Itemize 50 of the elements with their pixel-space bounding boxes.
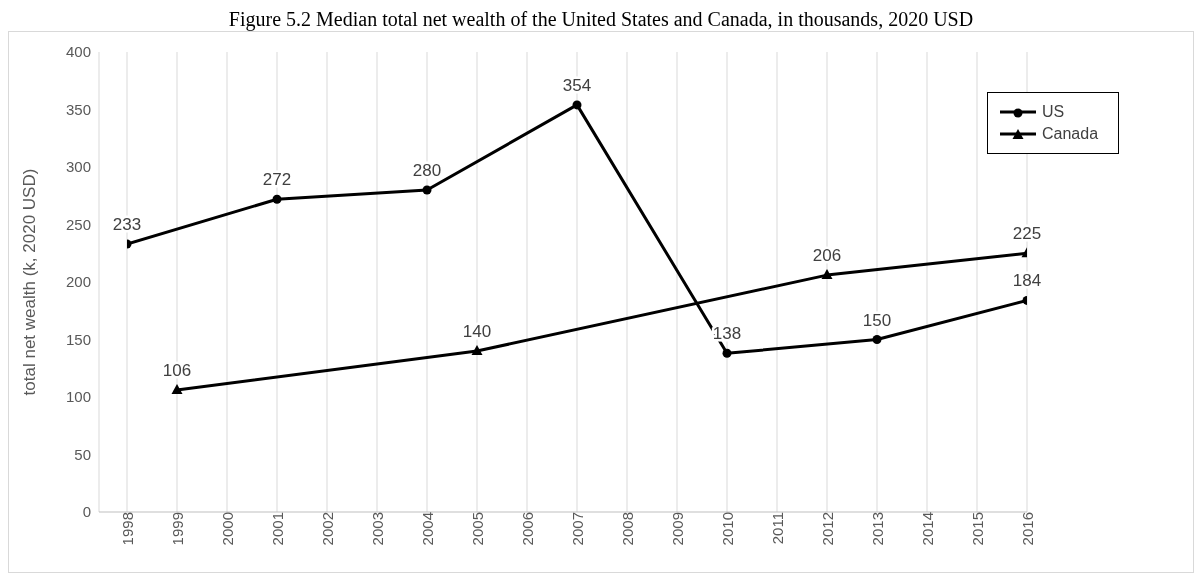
data-label: 140 xyxy=(462,322,492,341)
point xyxy=(471,345,483,355)
legend-label: US xyxy=(1042,103,1065,121)
point xyxy=(821,269,833,280)
y-tick-label: 100 xyxy=(65,388,91,406)
point xyxy=(422,185,432,195)
point xyxy=(872,335,882,344)
y-tick-label: 250 xyxy=(65,215,91,233)
point xyxy=(722,348,732,358)
x-tick-label: 2004 xyxy=(418,512,436,546)
x-tick-label: 2016 xyxy=(1018,512,1036,546)
x-tick-label: 2008 xyxy=(618,512,636,546)
data-label: 225 xyxy=(1012,224,1042,244)
x-tick-label: 2011 xyxy=(768,512,786,545)
x-tick-label: 2005 xyxy=(468,512,486,546)
chart-title: Figure 5.2 Median total net wealth of the United States and Canada, in thousands, 2020 USD xyxy=(227,8,975,31)
y-tick-label: 350 xyxy=(65,100,91,118)
x-tick-label: 2015 xyxy=(968,512,986,546)
x-tick-label: 2002 xyxy=(318,512,336,546)
x-tick-label: 2013 xyxy=(868,512,886,546)
data-label: 354 xyxy=(562,75,592,95)
legend-label: Canada xyxy=(1042,125,1099,143)
data-label: 272 xyxy=(262,170,292,190)
y-tick-label: 0 xyxy=(82,503,91,521)
point xyxy=(572,100,582,110)
data-label: 106 xyxy=(162,361,192,381)
x-tick-label: 2001 xyxy=(268,512,286,546)
x-tick-label: 2000 xyxy=(218,512,236,546)
y-tick-label: 200 xyxy=(65,273,91,291)
x-tick-label: 1998 xyxy=(118,512,136,546)
point xyxy=(171,384,183,395)
data-label: 233 xyxy=(112,215,142,235)
x-tick-label: 2006 xyxy=(518,512,536,546)
y-tick-label: 50 xyxy=(74,445,91,463)
y-tick-label: 150 xyxy=(65,330,91,348)
point xyxy=(272,194,282,204)
data-label: 206 xyxy=(812,246,842,266)
data-label: 150 xyxy=(862,310,892,330)
x-tick-label: 2012 xyxy=(818,512,836,546)
x-tick-label: 2007 xyxy=(568,512,586,546)
data-label: 280 xyxy=(412,161,442,180)
y-axis-title: total net wealth (k, 2020 USD) xyxy=(20,168,40,396)
x-tick-label: 2009 xyxy=(668,512,686,546)
x-tick-label: 2014 xyxy=(918,512,936,546)
x-tick-label: 2003 xyxy=(368,512,386,546)
data-label: 184 xyxy=(1012,271,1042,291)
y-tick-label: 400 xyxy=(65,43,91,61)
x-tick-label: 1999 xyxy=(168,512,186,546)
y-tick-label: 300 xyxy=(65,158,91,176)
x-tick-label: 2010 xyxy=(718,512,736,546)
